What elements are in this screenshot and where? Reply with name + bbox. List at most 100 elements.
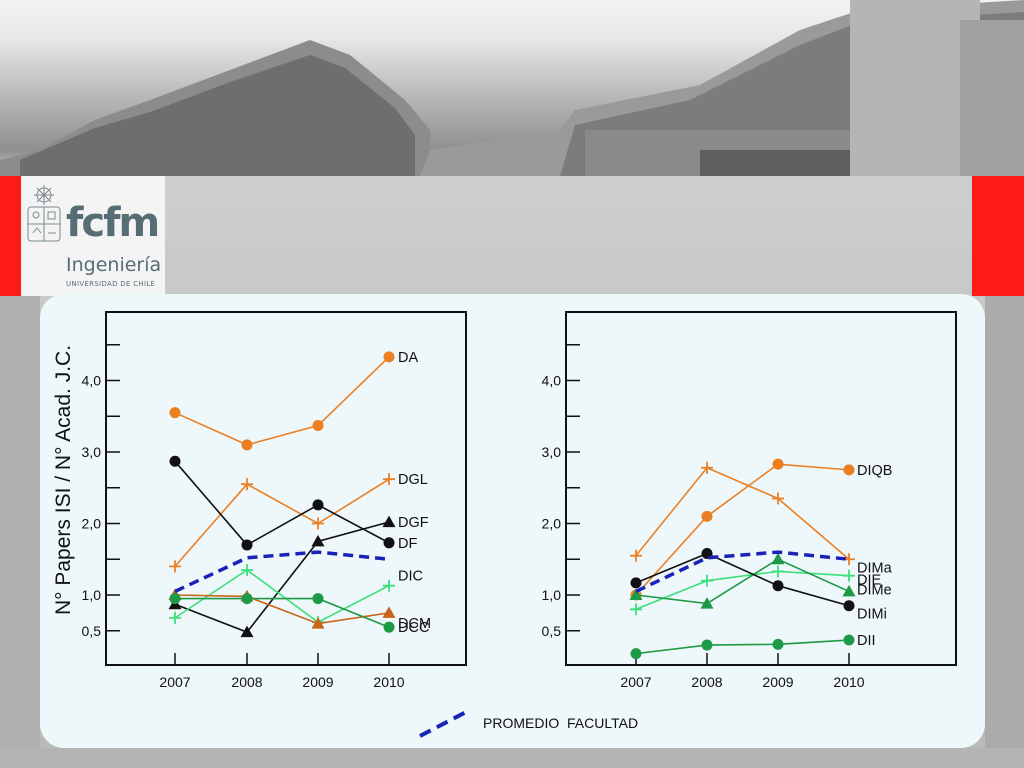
data-point-dcc (383, 621, 395, 633)
data-point-da (241, 439, 253, 451)
x-tick-label: 2007 (159, 674, 190, 690)
x-tick-label: 2007 (620, 674, 651, 690)
data-point-df (241, 539, 253, 551)
data-point-da (312, 420, 324, 432)
series-label-dcc: DCC (398, 620, 429, 636)
data-point-dcc (241, 593, 253, 605)
data-point-die (843, 569, 855, 582)
data-point-dcc (169, 593, 181, 605)
series-label-dime: DIMe (857, 582, 892, 598)
series-line-promedio-facultad (174, 550, 390, 594)
series-label-dgl: DGL (398, 472, 428, 488)
data-point-dic (241, 563, 253, 576)
series-label-diqb: DIQB (857, 463, 892, 479)
series-label-dii: DII (857, 633, 876, 649)
data-point-dgl (383, 473, 395, 486)
x-tick-label: 2009 (762, 674, 793, 690)
data-point-dimi (843, 600, 855, 612)
series-line-die (635, 570, 850, 611)
data-point-dii (843, 634, 855, 646)
series-line-promedio-facultad (635, 550, 850, 594)
y-tick-label: 2,0 (82, 516, 102, 532)
data-point-df (383, 537, 395, 549)
logo-subtitle: Ingeniería (66, 254, 162, 276)
data-point-die (772, 565, 784, 578)
series-line-dima (635, 466, 850, 560)
series-label-die: DIE (857, 573, 882, 589)
y-tick-label: 2,0 (542, 516, 562, 532)
data-point-dima (630, 549, 642, 562)
header-band (0, 176, 1024, 296)
series-line-dime (635, 558, 850, 605)
series-line-dimi (635, 552, 850, 607)
y-tick-label: 0,5 (82, 623, 102, 639)
legend-average-label: PROMEDIO FACULTAD (483, 715, 638, 731)
data-point-dic (169, 611, 181, 624)
data-point-dic (383, 579, 395, 592)
data-point-df (169, 455, 181, 467)
data-point-dgl (312, 517, 324, 530)
data-point-die (701, 574, 713, 587)
series-line-dii (635, 639, 850, 655)
data-point-dime (842, 584, 856, 597)
data-point-die (630, 603, 642, 616)
x-tick-label: 2010 (833, 674, 864, 690)
data-point-dime (771, 552, 785, 565)
data-point-dgf (382, 515, 396, 528)
x-tick-label: 2008 (691, 674, 722, 690)
y-tick-label: 0,5 (542, 623, 562, 639)
data-point-dime (700, 597, 714, 609)
series-label-dic: DIC (398, 569, 423, 585)
data-point-dcm (311, 617, 325, 629)
data-point-dime (629, 588, 643, 600)
y-tick-label: 1,0 (542, 587, 562, 603)
legend-average-swatch (419, 709, 469, 738)
x-tick-label: 2010 (373, 674, 404, 690)
y-tick-label: 3,0 (82, 444, 102, 460)
data-point-dii (772, 638, 784, 650)
series-label-dcm: DCM (398, 616, 431, 632)
series-label-da: DA (398, 350, 418, 366)
data-point-dimi (630, 577, 642, 589)
data-point-da (169, 407, 181, 419)
series-label-dimi: DIMi (857, 607, 887, 623)
data-point-dima (772, 492, 784, 505)
data-point-dgf (311, 534, 325, 547)
data-point-da (383, 351, 395, 363)
x-tick-label: 2008 (231, 674, 262, 690)
series-line-dgf (174, 521, 390, 634)
y-tick-label: 4,0 (82, 373, 102, 389)
series-line-da (174, 356, 390, 446)
series-line-df (174, 460, 390, 546)
data-point-diqb (701, 510, 713, 522)
x-tick-label: 2009 (302, 674, 333, 690)
logo-university: UNIVERSIDAD DE CHILE (66, 280, 156, 288)
y-tick-label: 3,0 (542, 444, 562, 460)
plot-frame (565, 311, 957, 666)
legend: PROMEDIO FACULTAD (419, 709, 638, 738)
data-point-dcm (382, 606, 396, 618)
chart-left: 0,5 1,0 2,0 3,0 4,0 2007 2008 2009 2010 DA DGL DGF D… (82, 311, 467, 690)
logo-text: fcfm (66, 200, 160, 246)
series-label-df: DF (398, 536, 417, 552)
series-label-dima: DIMa (857, 560, 893, 576)
data-point-diqb (843, 464, 855, 476)
series-label-dgf: DGF (398, 515, 429, 531)
data-point-dimi (772, 580, 784, 592)
university-crest-icon (27, 185, 61, 242)
y-axis-title: N° Papers ISI / N° Acad. J.C. (52, 345, 75, 615)
series-line-dic (174, 568, 390, 624)
series-line-dcc (175, 597, 390, 628)
series-line-dgl (174, 478, 390, 567)
series-line-dcm (174, 594, 390, 625)
series-line-diqb (635, 463, 850, 596)
data-point-dcc (312, 593, 324, 605)
data-point-dii (630, 648, 642, 660)
data-point-dgl (241, 478, 253, 491)
data-point-diqb (772, 458, 784, 470)
data-point-df (312, 499, 324, 511)
y-tick-label: 1,0 (82, 587, 102, 603)
